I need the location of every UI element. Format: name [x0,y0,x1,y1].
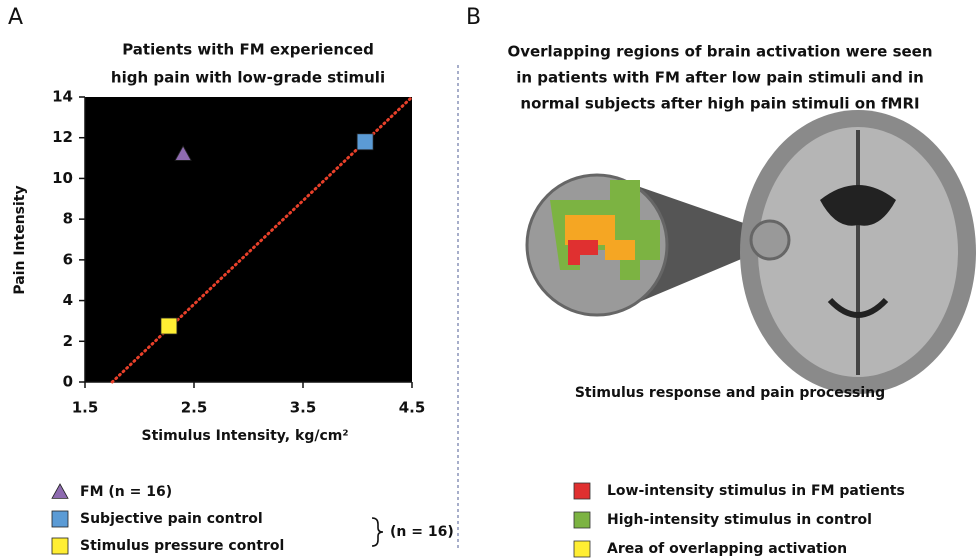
legend-marker [52,538,68,554]
panel-label: A [8,5,23,30]
caption: Stimulus response and pain processing [575,385,885,401]
legend-label: High-intensity stimulus in control [607,512,872,528]
y-tick-label: 0 [63,373,73,391]
y-tick-label: 8 [63,210,73,228]
x-tick-label: 3.5 [290,399,317,417]
legend-swatch [574,512,590,528]
legend-label: Stimulus pressure control [80,538,284,554]
chart-title: Patients with FM experienced [122,41,374,59]
x-tick-label: 2.5 [181,399,208,417]
panel-label: B [466,5,481,30]
legend-swatch [574,483,590,499]
y-tick-label: 6 [63,250,73,268]
panel-title: in patients with FM after low pain stimu… [516,69,924,87]
y-tick-label: 4 [63,291,73,309]
data-point [161,318,177,334]
y-tick-label: 12 [52,128,73,146]
panel-title: normal subjects after high pain stimuli … [520,95,919,113]
zoom-source [751,221,789,259]
y-tick-label: 10 [52,169,73,187]
legend-label: FM (n = 16) [80,484,172,500]
legend-label: Subjective pain control [80,511,263,527]
panel-title: Overlapping regions of brain activation … [507,43,932,61]
y-tick-label: 14 [52,88,73,106]
legend-label: Low-intensity stimulus in FM patients [607,483,905,499]
legend-marker [52,511,68,527]
y-axis-label: Pain Intensity [12,185,28,294]
figure: A B Patients with FM experienced high pai… [0,0,977,559]
data-point [357,134,373,150]
x-tick-label: 4.5 [399,399,426,417]
legend-marker [52,484,68,498]
legend-group-label: (n = 16) [390,524,454,540]
chart-title: high pain with low-grade stimuli [111,69,385,87]
legend-swatch [574,541,590,557]
legend-brace [372,518,383,546]
brain-illustration [527,110,976,394]
x-tick-label: 1.5 [72,399,99,417]
y-tick-label: 2 [63,332,73,350]
x-axis-label: Stimulus Intensity, kg/cm² [142,428,349,444]
legend-label: Area of overlapping activation [607,541,847,557]
